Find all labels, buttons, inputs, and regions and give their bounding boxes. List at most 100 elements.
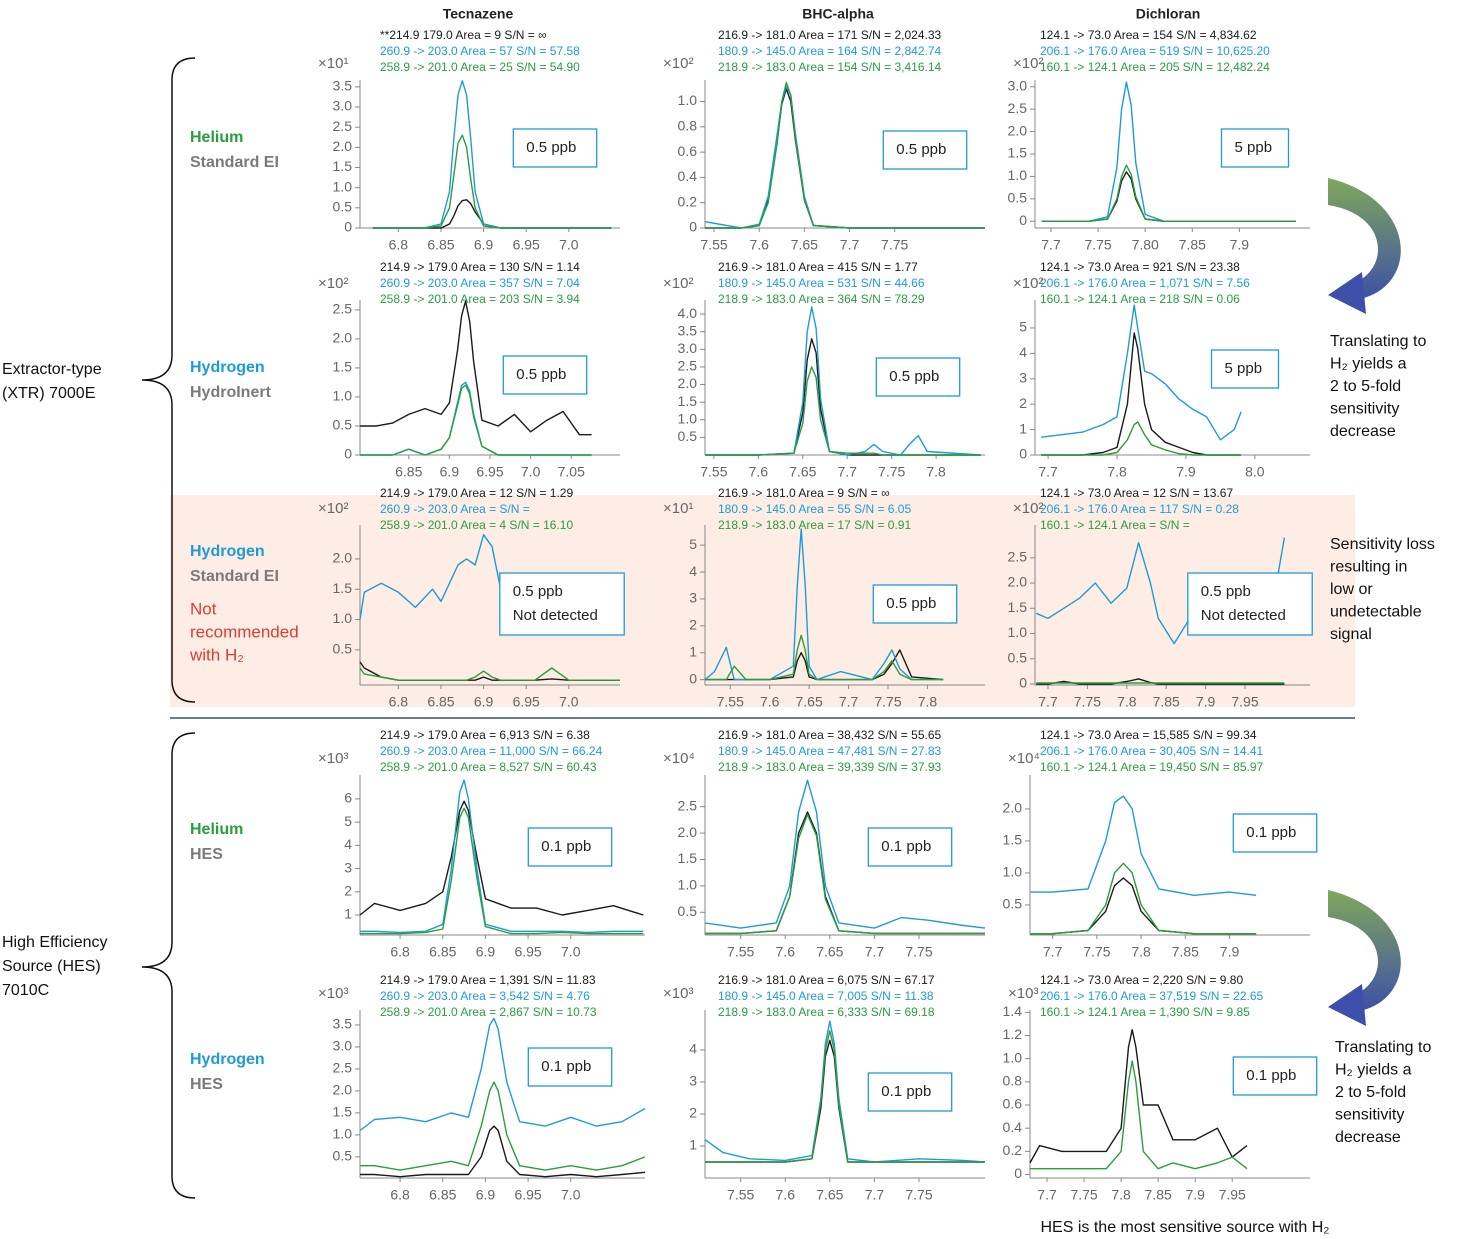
curved-arrow: [1328, 890, 1401, 1012]
y-tick-label: 1: [689, 643, 697, 659]
gas-label: Hydrogen: [190, 1051, 265, 1068]
y-scale-label: ×10¹: [318, 55, 348, 72]
legend-entry: 216.9 -> 181.0 Area = 9 S/N = ∞: [718, 486, 890, 500]
x-tick-label: 7.0: [561, 1187, 581, 1203]
x-tick-label: 7.85: [1179, 237, 1206, 253]
x-tick-label: 7.85: [1153, 694, 1180, 710]
y-tick-label: 1.5: [333, 580, 353, 596]
y-tick-label: 3.0: [333, 98, 353, 114]
x-tick-label: 7.8: [1131, 944, 1151, 960]
x-tick-label: 7.95: [1231, 694, 1258, 710]
y-tick-label: 4: [689, 563, 697, 579]
side-note: Translating to: [1330, 333, 1426, 350]
warning-label: with H₂: [189, 645, 244, 664]
brace: [142, 733, 195, 1198]
y-tick-label: 1.0: [678, 92, 698, 108]
side-note: decrease: [1335, 1129, 1401, 1146]
legend-entry: 218.9 -> 183.0 Area = 154 S/N = 3,416.14: [718, 60, 941, 74]
group-label: (XTR) 7000E: [2, 385, 95, 402]
legend-entry: 180.9 -> 145.0 Area = 55 S/N = 6.05: [718, 502, 911, 516]
x-tick-label: 7.8: [918, 694, 938, 710]
legend-entry: 160.1 -> 124.1 Area = S/N =: [1040, 518, 1190, 532]
x-tick-label: 7.7: [865, 944, 885, 960]
y-tick-label: 0.8: [678, 118, 698, 134]
y-tick-label: 4: [689, 1041, 697, 1057]
legend-entry: 218.9 -> 183.0 Area = 39,339 S/N = 37.93: [718, 760, 941, 774]
legend-entry: 258.9 -> 201.0 Area = 2,867 S/N = 10.73: [380, 1005, 597, 1019]
y-tick-label: 2.5: [333, 1060, 353, 1076]
y-tick-label: 0.5: [1008, 190, 1028, 206]
y-tick-label: 1.5: [678, 393, 698, 409]
trace: [705, 339, 981, 455]
legend-entry: 124.1 -> 73.0 Area = 2,220 S/N = 9.80: [1040, 973, 1243, 987]
concentration-label: 0.1 ppb: [541, 1058, 591, 1075]
legend-entry: 218.9 -> 183.0 Area = 6,333 S/N = 69.18: [718, 1005, 935, 1019]
legend-entry: 258.9 -> 201.0 Area = 25 S/N = 54.90: [380, 60, 580, 74]
source-label: HES: [190, 1076, 223, 1093]
y-scale-label: ×10²: [1013, 55, 1043, 72]
x-tick-label: 7.75: [874, 694, 901, 710]
y-tick-label: 1.0: [1008, 624, 1028, 640]
legend-entry: 214.9 -> 179.0 Area = 12 S/N = 1.29: [380, 486, 573, 500]
legend-entry: 206.1 -> 176.0 Area = 117 S/N = 0.28: [1040, 502, 1239, 516]
legend-entry: **214.9 179.0 Area = 9 S/N = ∞: [380, 28, 547, 42]
legend-entry: 206.1 -> 176.0 Area = 30,405 S/N = 14.41: [1040, 744, 1263, 758]
legend-entry: 260.9 -> 203.0 Area = 3,542 S/N = 4.76: [380, 989, 590, 1003]
y-scale-label: ×10³: [1008, 985, 1038, 1002]
gas-label: Hydrogen: [190, 543, 265, 560]
y-tick-label: 0: [1019, 446, 1027, 462]
y-tick-label: 1.0: [333, 178, 353, 194]
x-tick-label: 7.8: [1111, 1187, 1131, 1203]
y-tick-label: 6: [344, 790, 352, 806]
side-note: 2 to 5-fold: [1335, 1084, 1406, 1101]
concentration-label: 5 ppb: [1235, 139, 1273, 156]
y-tick-label: 3.0: [678, 340, 698, 356]
y-tick-label: 1.0: [1008, 167, 1028, 183]
trace: [1042, 172, 1296, 221]
y-tick-label: 1.0: [333, 1126, 353, 1142]
y-tick-label: 1: [689, 1137, 697, 1153]
y-tick-label: 1.0: [678, 877, 698, 893]
x-tick-label: 6.9: [474, 694, 494, 710]
y-tick-label: 1.5: [333, 158, 353, 174]
y-tick-label: 1.5: [1008, 145, 1028, 161]
x-tick-label: 6.9: [474, 237, 494, 253]
arrowhead: [1328, 272, 1366, 314]
x-tick-label: 6.9: [476, 944, 496, 960]
concentration-label: 0.5 ppb: [889, 368, 939, 385]
legend-entry: 124.1 -> 73.0 Area = 921 S/N = 23.38: [1040, 260, 1240, 274]
y-tick-label: 0.5: [333, 641, 353, 657]
legend-entry: 206.1 -> 176.0 Area = 519 S/N = 10,625.2…: [1040, 44, 1270, 58]
y-tick-label: 3: [344, 859, 352, 875]
x-tick-label: 6.85: [429, 944, 456, 960]
trace: [1031, 878, 1257, 934]
x-tick-label: 7.7: [1038, 464, 1058, 480]
x-tick-label: 7.0: [561, 944, 581, 960]
x-tick-label: 8.0: [1245, 464, 1265, 480]
footer: HES is the most sensitive source with H₂: [1041, 1219, 1330, 1236]
y-tick-label: 2: [689, 617, 697, 633]
y-scale-label: ×10²: [1013, 275, 1043, 292]
y-tick-label: 1: [1019, 420, 1027, 436]
y-tick-label: 0.6: [678, 143, 698, 159]
y-scale-label: ×10¹: [663, 500, 693, 517]
x-tick-label: 7.55: [727, 1187, 754, 1203]
x-tick-label: 7.6: [776, 1187, 796, 1203]
concentration-label: 0.5 ppb: [1201, 583, 1251, 600]
y-tick-label: 2.0: [678, 375, 698, 391]
concentration-label: Not detected: [513, 607, 598, 624]
group-label: Source (HES): [2, 958, 101, 975]
y-tick-label: 2.0: [678, 824, 698, 840]
x-tick-label: 6.95: [476, 464, 503, 480]
x-tick-label: 6.8: [389, 237, 409, 253]
side-note: H₂ yields a: [1330, 356, 1407, 373]
page: HES is the most sensitive source with H₂…: [0, 0, 1468, 1239]
legend-entry: 216.9 -> 181.0 Area = 415 S/N = 1.77: [718, 260, 918, 274]
legend-entry: 218.9 -> 183.0 Area = 364 S/N = 78.29: [718, 292, 925, 306]
y-tick-label: 3.5: [678, 322, 698, 338]
x-tick-label: 7.9: [1230, 237, 1250, 253]
warning-label: Not: [190, 599, 217, 618]
y-tick-label: 2.0: [333, 330, 353, 346]
y-tick-label: 0: [689, 670, 697, 686]
y-tick-label: 2.0: [1008, 574, 1028, 590]
